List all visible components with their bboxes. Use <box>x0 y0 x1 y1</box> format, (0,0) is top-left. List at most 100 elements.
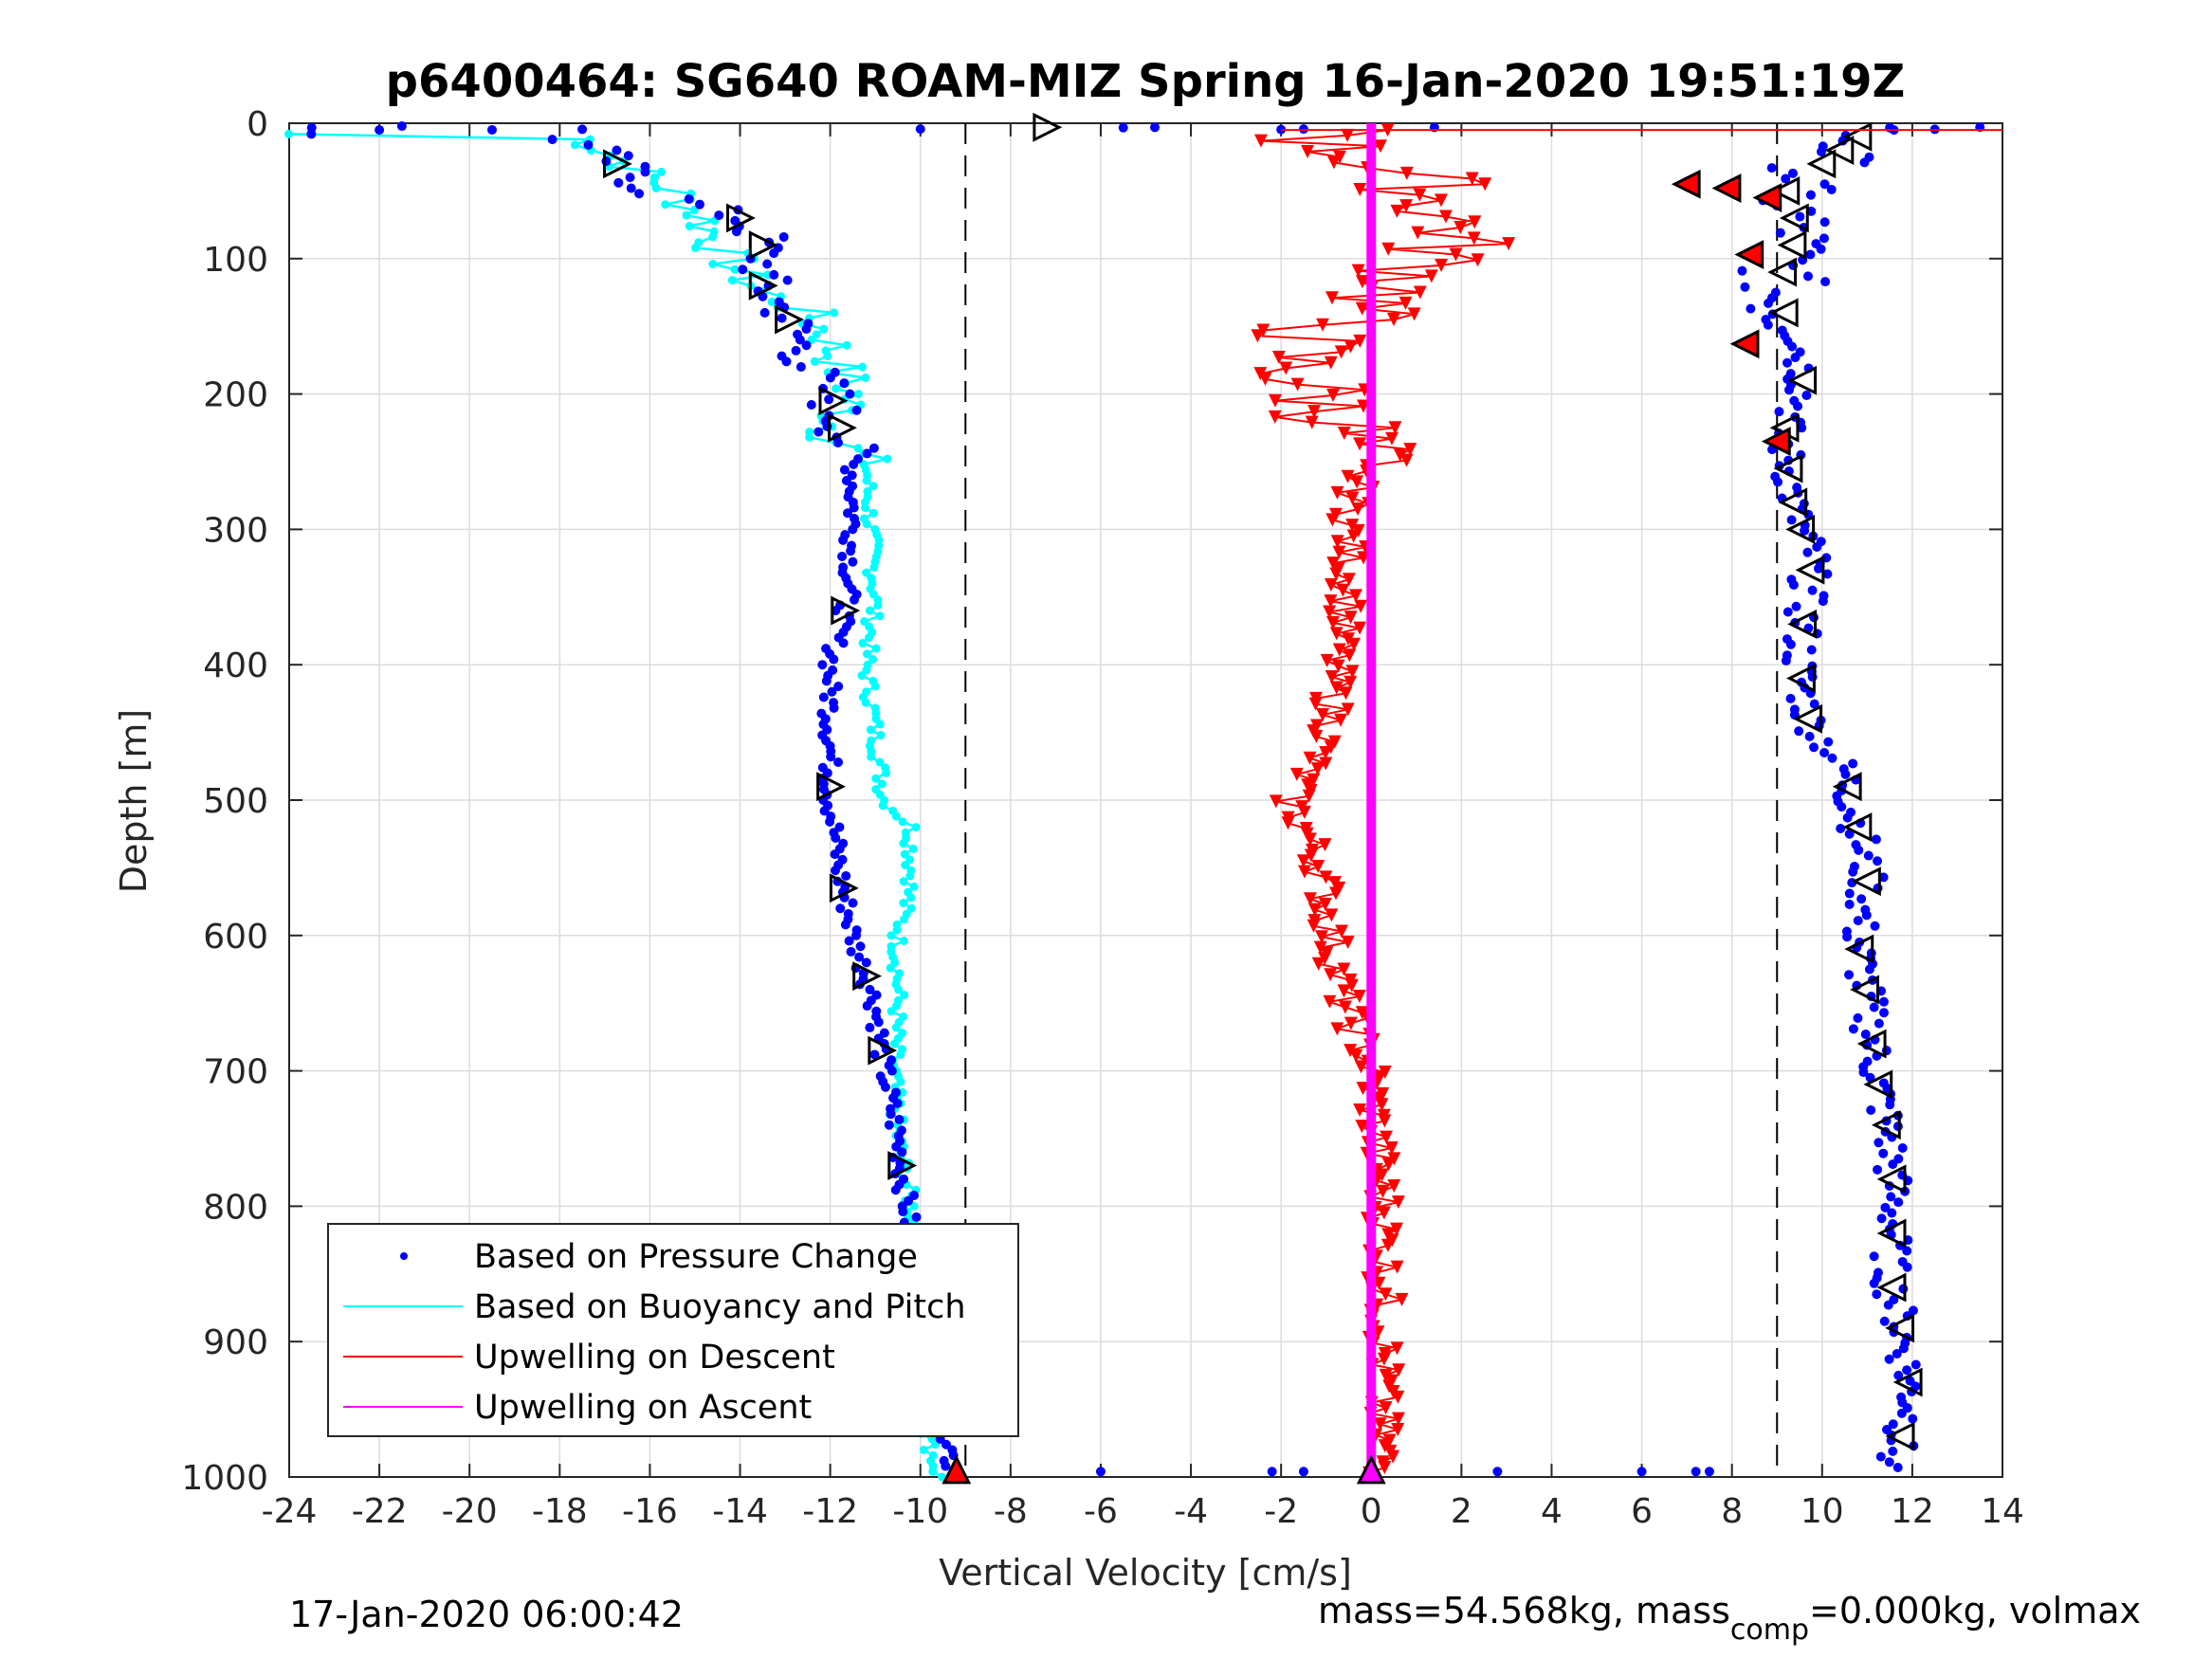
pressure-descent-point <box>830 849 840 860</box>
axes-box <box>288 122 2003 1478</box>
buoyancy-pitch-point <box>857 671 867 681</box>
pressure-ascent-point <box>1893 1370 1904 1380</box>
pressure-ascent-point <box>1787 341 1798 352</box>
buoyancy-pitch-point <box>869 562 879 572</box>
buoyancy-pitch-point <box>928 1467 938 1476</box>
pressure-descent-point <box>835 903 846 914</box>
buoyancy-pitch-point <box>842 340 851 350</box>
ascent-triangle-marker <box>1844 934 1874 964</box>
pressure-descent-point <box>791 345 801 356</box>
ascent-triangle-marker <box>1851 866 1881 897</box>
pressure-descent-point <box>819 806 830 816</box>
descent-triangle-marker <box>868 1035 898 1066</box>
upwelling-descent-marker <box>1323 994 1337 1009</box>
buoyancy-pitch-point <box>919 1445 928 1454</box>
upwelling-descent-marker <box>1390 1222 1404 1236</box>
pressure-descent-point <box>612 145 622 155</box>
pressure-descent-point <box>890 1185 901 1195</box>
upwelling-descent-marker <box>1341 702 1355 717</box>
pressure-ascent-point <box>1794 726 1804 737</box>
pressure-ascent-point <box>1896 1408 1907 1418</box>
buoyancy-pitch-point <box>853 444 863 453</box>
x-tick-label: -14 <box>712 1492 768 1531</box>
pressure-ascent-point <box>1806 645 1817 655</box>
pressure-bottom-point <box>1636 1467 1647 1477</box>
pressure-descent-point <box>782 275 793 285</box>
ascent-red-marker <box>1711 173 1742 203</box>
pressure-descent-point <box>640 167 650 177</box>
upwelling-descent-marker <box>1468 215 1482 229</box>
pressure-ascent-point <box>1826 184 1837 194</box>
footer-mass-rest: =0.000kg, volmax <box>1809 1590 2141 1632</box>
pressure-ascent-point <box>1819 748 1830 758</box>
upwelling-descent-marker <box>1465 172 1479 186</box>
legend: Based on Pressure Change Based on Buoyan… <box>327 1223 1019 1437</box>
buoyancy-pitch-point <box>868 655 878 664</box>
pressure-ascent-point <box>1902 1246 1912 1256</box>
upwelling-descent-marker <box>1307 405 1322 419</box>
upwelling-descent-marker <box>1301 144 1315 158</box>
pressure-descent-point <box>795 335 805 345</box>
pressure-descent-point <box>795 362 806 373</box>
pressure-ascent-point <box>1785 639 1796 649</box>
legend-label-buoyancy: Based on Buoyancy and Pitch <box>474 1288 966 1326</box>
ascent-triangle-marker <box>1871 1110 1901 1140</box>
upwelling-descent-marker <box>1329 627 1344 641</box>
upwelling-descent-marker <box>1337 427 1351 441</box>
pressure-ascent-point <box>1804 731 1815 741</box>
pressure-descent-point <box>884 1120 894 1130</box>
buoyancy-pitch-point <box>861 503 869 513</box>
pressure-ascent-point <box>1844 970 1855 980</box>
upwelling-descent-marker <box>1253 134 1268 148</box>
pressure-ascent-point <box>1842 812 1853 823</box>
pressure-ascent-point <box>1876 1213 1887 1224</box>
pressure-descent-point <box>769 269 779 280</box>
upwelling-descent-marker <box>1391 1412 1405 1426</box>
pressure-surface-point <box>1150 122 1161 133</box>
upwelling-descent-marker <box>1269 794 1283 809</box>
pressure-surface-point <box>915 124 925 135</box>
pressure-ascent-point <box>1809 699 1819 709</box>
upwelling-descent-marker <box>1356 1082 1370 1096</box>
buoyancy-pitch-point <box>862 476 871 485</box>
pressure-ascent-point <box>1819 217 1830 228</box>
footer-mass-subscript: comp <box>1730 1613 1809 1647</box>
upwelling-descent-marker <box>1297 865 1311 879</box>
upwelling-descent-marker <box>1471 253 1485 267</box>
buoyancy-pitch-point <box>830 308 839 318</box>
pressure-ascent-point <box>1801 391 1812 401</box>
pressure-ascent-point <box>1892 1349 1902 1359</box>
pressure-descent-point <box>840 920 850 930</box>
pressure-ascent-point <box>1802 271 1813 282</box>
buoyancy-pitch-point <box>730 264 740 274</box>
ascent-triangle-marker <box>1842 812 1873 842</box>
pressure-ascent-point <box>1888 1419 1898 1430</box>
pressure-ascent-point <box>1861 910 1872 921</box>
pressure-ascent-point <box>1819 179 1830 190</box>
upwelling-descent-marker <box>1399 199 1414 213</box>
pressure-descent-point <box>849 459 859 469</box>
upwelling-descent-marker <box>1387 1178 1401 1193</box>
upwelling-descent-marker <box>1310 762 1325 776</box>
pressure-ascent-point <box>1816 146 1826 156</box>
buoyancy-pitch-point <box>899 839 908 848</box>
pressure-ascent-point <box>1871 834 1881 845</box>
buoyancy-pitch-point <box>682 210 691 220</box>
upwelling-descent-marker <box>1355 275 1369 289</box>
pressure-ascent-point <box>1902 1365 1912 1376</box>
pressure-ascent-point <box>1797 423 1807 433</box>
pressure-ascent-point <box>1858 1067 1869 1078</box>
ascent-triangle-marker <box>1778 487 1808 518</box>
pressure-ascent-point <box>1859 157 1870 168</box>
upwelling-descent-marker <box>1325 615 1340 629</box>
legend-label-upwelling-ascent: Upwelling on Ascent <box>474 1389 812 1427</box>
pressure-ascent-point <box>1842 932 1853 942</box>
pressure-descent-point <box>880 1082 890 1092</box>
ascent-triangle-marker <box>1876 1218 1907 1249</box>
upwelling-descent-marker <box>1302 789 1316 803</box>
ascent-triangle-marker <box>1806 149 1837 179</box>
buoyancy-pitch-point <box>873 600 883 610</box>
pressure-descent-point <box>818 692 829 702</box>
upwelling-descent-marker <box>1411 226 1425 240</box>
buoyancy-pitch-point <box>865 633 873 643</box>
